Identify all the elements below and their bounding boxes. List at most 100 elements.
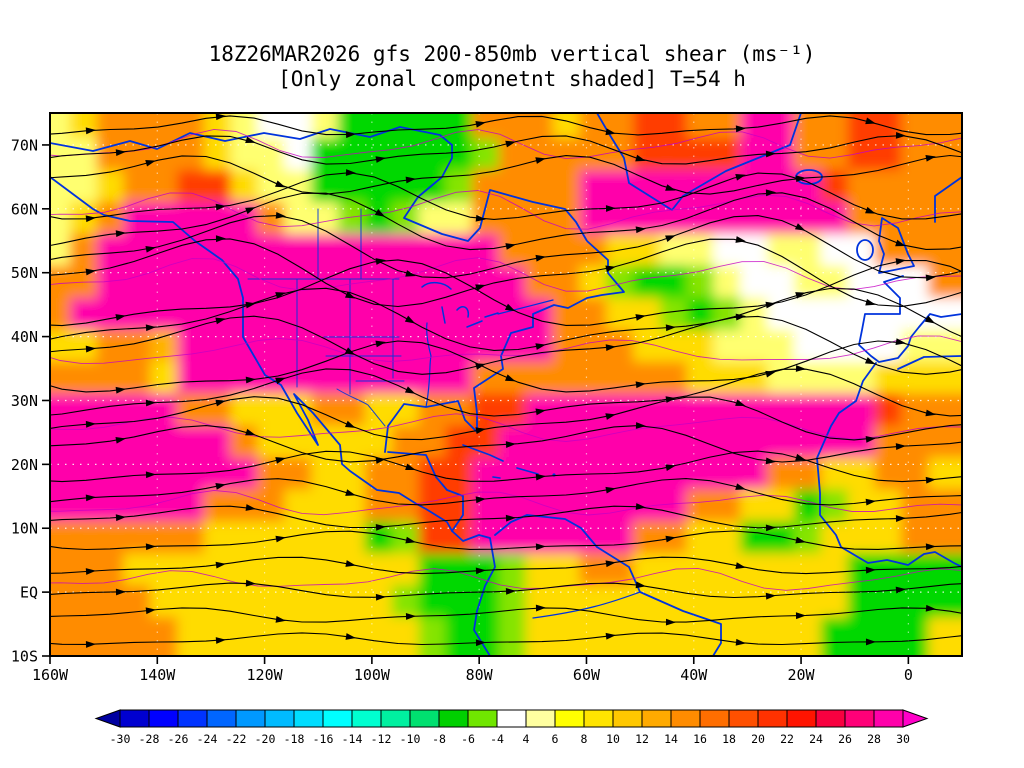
streamline-arrow — [374, 208, 386, 217]
colorbar-tick-label: -14 — [342, 732, 363, 746]
colorbar-cell — [670, 709, 701, 728]
streamline-arrow — [665, 235, 676, 242]
streamline-arrow — [865, 638, 876, 646]
streamline — [50, 396, 962, 441]
streamline — [50, 450, 962, 483]
streamline-arrow — [404, 315, 416, 324]
streamline-arrow — [145, 324, 156, 332]
streamline-arrow — [215, 399, 226, 407]
streamline-arrow — [344, 420, 356, 428]
colorbar-tick-label: -28 — [139, 732, 160, 746]
streamline-arrow — [635, 503, 646, 510]
norway-coastline — [934, 176, 962, 223]
y-tick-label: 60N — [11, 200, 38, 218]
x-tick-label: 140W — [139, 666, 176, 684]
streamline-arrow — [85, 215, 96, 223]
colorbar-cell — [873, 709, 904, 728]
colorbar-cell — [786, 709, 817, 728]
streamline-arrow — [345, 169, 356, 176]
streamline-arrow — [895, 515, 906, 522]
streamline-arrow — [925, 543, 936, 551]
streamline-arrow — [635, 422, 646, 429]
streamline-arrow — [735, 313, 746, 321]
colorbar-tick-label: -4 — [490, 732, 504, 746]
map-border — [49, 112, 963, 657]
streamline-arrow — [475, 284, 486, 291]
streamline-arrow — [475, 214, 486, 222]
streamline-arrow — [405, 270, 416, 277]
streamline-arrow — [275, 457, 286, 464]
streamline-arrow — [475, 363, 486, 370]
streamline-arrow — [795, 365, 806, 372]
streamline — [50, 172, 962, 220]
streamline-arrow — [735, 638, 746, 646]
africa-west-coastline — [816, 362, 962, 568]
colorbar-tick-label: 28 — [867, 732, 881, 746]
colorbar-tick-label: 12 — [635, 732, 649, 746]
colorbar-tick-label: 16 — [693, 732, 707, 746]
colorbar-tick-label: -26 — [168, 732, 189, 746]
streamline-arrow — [115, 436, 126, 444]
streamline-arrow — [925, 476, 936, 484]
streamline-arrow — [375, 258, 386, 265]
streamline-arrow — [245, 504, 256, 511]
streamline-arrow — [735, 483, 746, 490]
shear-contour — [50, 413, 962, 442]
chart-titles: 18Z26MAR2026 gfs 200-850mb vertical shea… — [0, 42, 1024, 92]
colorbar-tick-label: 20 — [751, 732, 765, 746]
streamline-arrow — [765, 150, 776, 158]
shear-contour — [50, 257, 962, 292]
streamline-arrow — [865, 498, 876, 506]
colorbar-cell — [119, 709, 150, 728]
colorbar-tick-label: 8 — [581, 732, 588, 746]
colorbar-tick-label: 6 — [552, 732, 559, 746]
streamline-arrow — [245, 207, 256, 215]
streamline-arrow — [275, 212, 286, 219]
streamline-arrow — [505, 514, 516, 522]
streamline-arrow — [115, 230, 126, 238]
north-america-east-coastline — [384, 144, 625, 453]
streamline — [50, 530, 962, 551]
colorbar-cell — [380, 709, 411, 728]
streamline — [50, 315, 962, 375]
streamline-arrow — [924, 315, 936, 324]
streamline-arrow — [605, 486, 616, 494]
streamline-arrow — [735, 174, 746, 181]
streamline-arrow — [635, 226, 646, 234]
streamline-arrow — [605, 632, 616, 640]
shade-cell — [928, 617, 962, 656]
colorbar-cell — [206, 709, 237, 728]
streamline-arrow — [115, 588, 126, 596]
colorbar-tick-label: 14 — [664, 732, 678, 746]
streamline-arrow — [865, 566, 876, 574]
colorbar-tick-label: -20 — [255, 732, 276, 746]
colorbar-tick-label: -12 — [371, 732, 392, 746]
x-tick-label: 40W — [680, 666, 708, 684]
colorbar-cell — [844, 709, 875, 728]
central-america-caribbean-coastline — [387, 451, 464, 532]
streamline-arrow — [864, 357, 876, 365]
streamline-arrow — [475, 120, 486, 128]
colorbar-tick-label: -8 — [432, 732, 446, 746]
streamline-arrow — [405, 176, 416, 184]
streamline — [50, 607, 962, 623]
colorbar: -30 -28 -26 -24 -22 -20 -18 -16 -14 -12 -10 -8 -6 -4 4… — [94, 709, 929, 746]
streamline-arrow — [245, 428, 256, 436]
colorbar-tick-label: 10 — [606, 732, 620, 746]
arctic-coastline — [50, 126, 453, 152]
colorbar-cell — [757, 709, 788, 728]
streamline-arrow — [215, 483, 226, 490]
colorbar-cell — [148, 709, 179, 728]
streamline — [50, 238, 962, 308]
streamline — [50, 215, 962, 279]
y-tick-label: 10S — [11, 648, 38, 666]
streamline-arrow — [535, 254, 546, 262]
colorbar-cell — [612, 709, 643, 728]
colorbar-tick-label: 22 — [780, 732, 794, 746]
x-tick-label: 120W — [247, 666, 284, 684]
streamline-arrow — [475, 567, 486, 575]
colorbar-cell — [351, 709, 382, 728]
streamline-arrow — [85, 494, 96, 502]
colorbar-cell — [322, 709, 353, 728]
